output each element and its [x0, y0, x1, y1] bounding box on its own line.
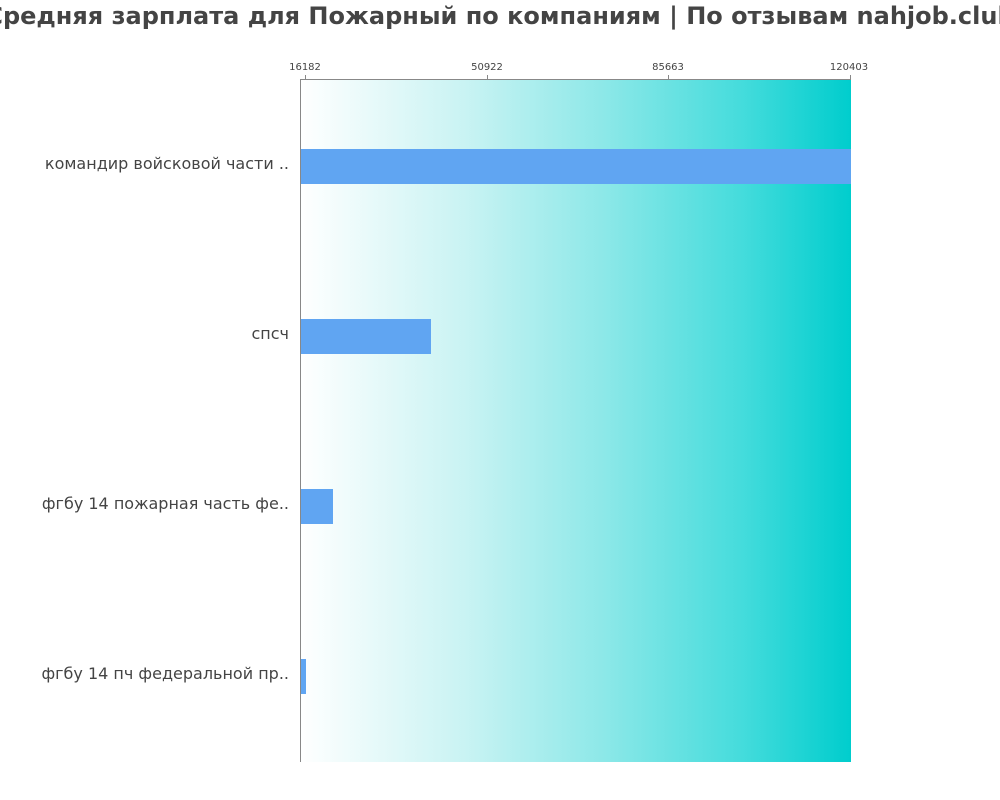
bar-fgbu-14-pch	[301, 659, 306, 694]
bar-komandir	[301, 149, 851, 184]
y-axis-line	[300, 80, 301, 762]
x-tick-label: 120403	[829, 62, 869, 73]
bar-spsch	[301, 319, 431, 354]
x-tick	[668, 75, 669, 80]
category-label: командир войсковой части ..	[44, 154, 289, 173]
category-label: фгбу 14 пожарная часть фе..	[41, 494, 289, 513]
x-tick-label: 16182	[289, 62, 321, 73]
x-tick	[305, 75, 306, 80]
category-label: фгбу 14 пч федеральной пр..	[41, 664, 289, 683]
chart-title: Средняя зарплата для Пожарный по компани…	[0, 2, 1000, 30]
x-tick	[850, 75, 851, 80]
x-axis-line	[300, 79, 851, 80]
x-tick-label: 50922	[471, 62, 503, 73]
category-label: спсч	[251, 324, 289, 343]
bar-fgbu-14-pozharnaya	[301, 489, 333, 524]
x-tick-label: 85663	[652, 62, 684, 73]
plot-area	[300, 80, 851, 762]
x-tick	[487, 75, 488, 80]
